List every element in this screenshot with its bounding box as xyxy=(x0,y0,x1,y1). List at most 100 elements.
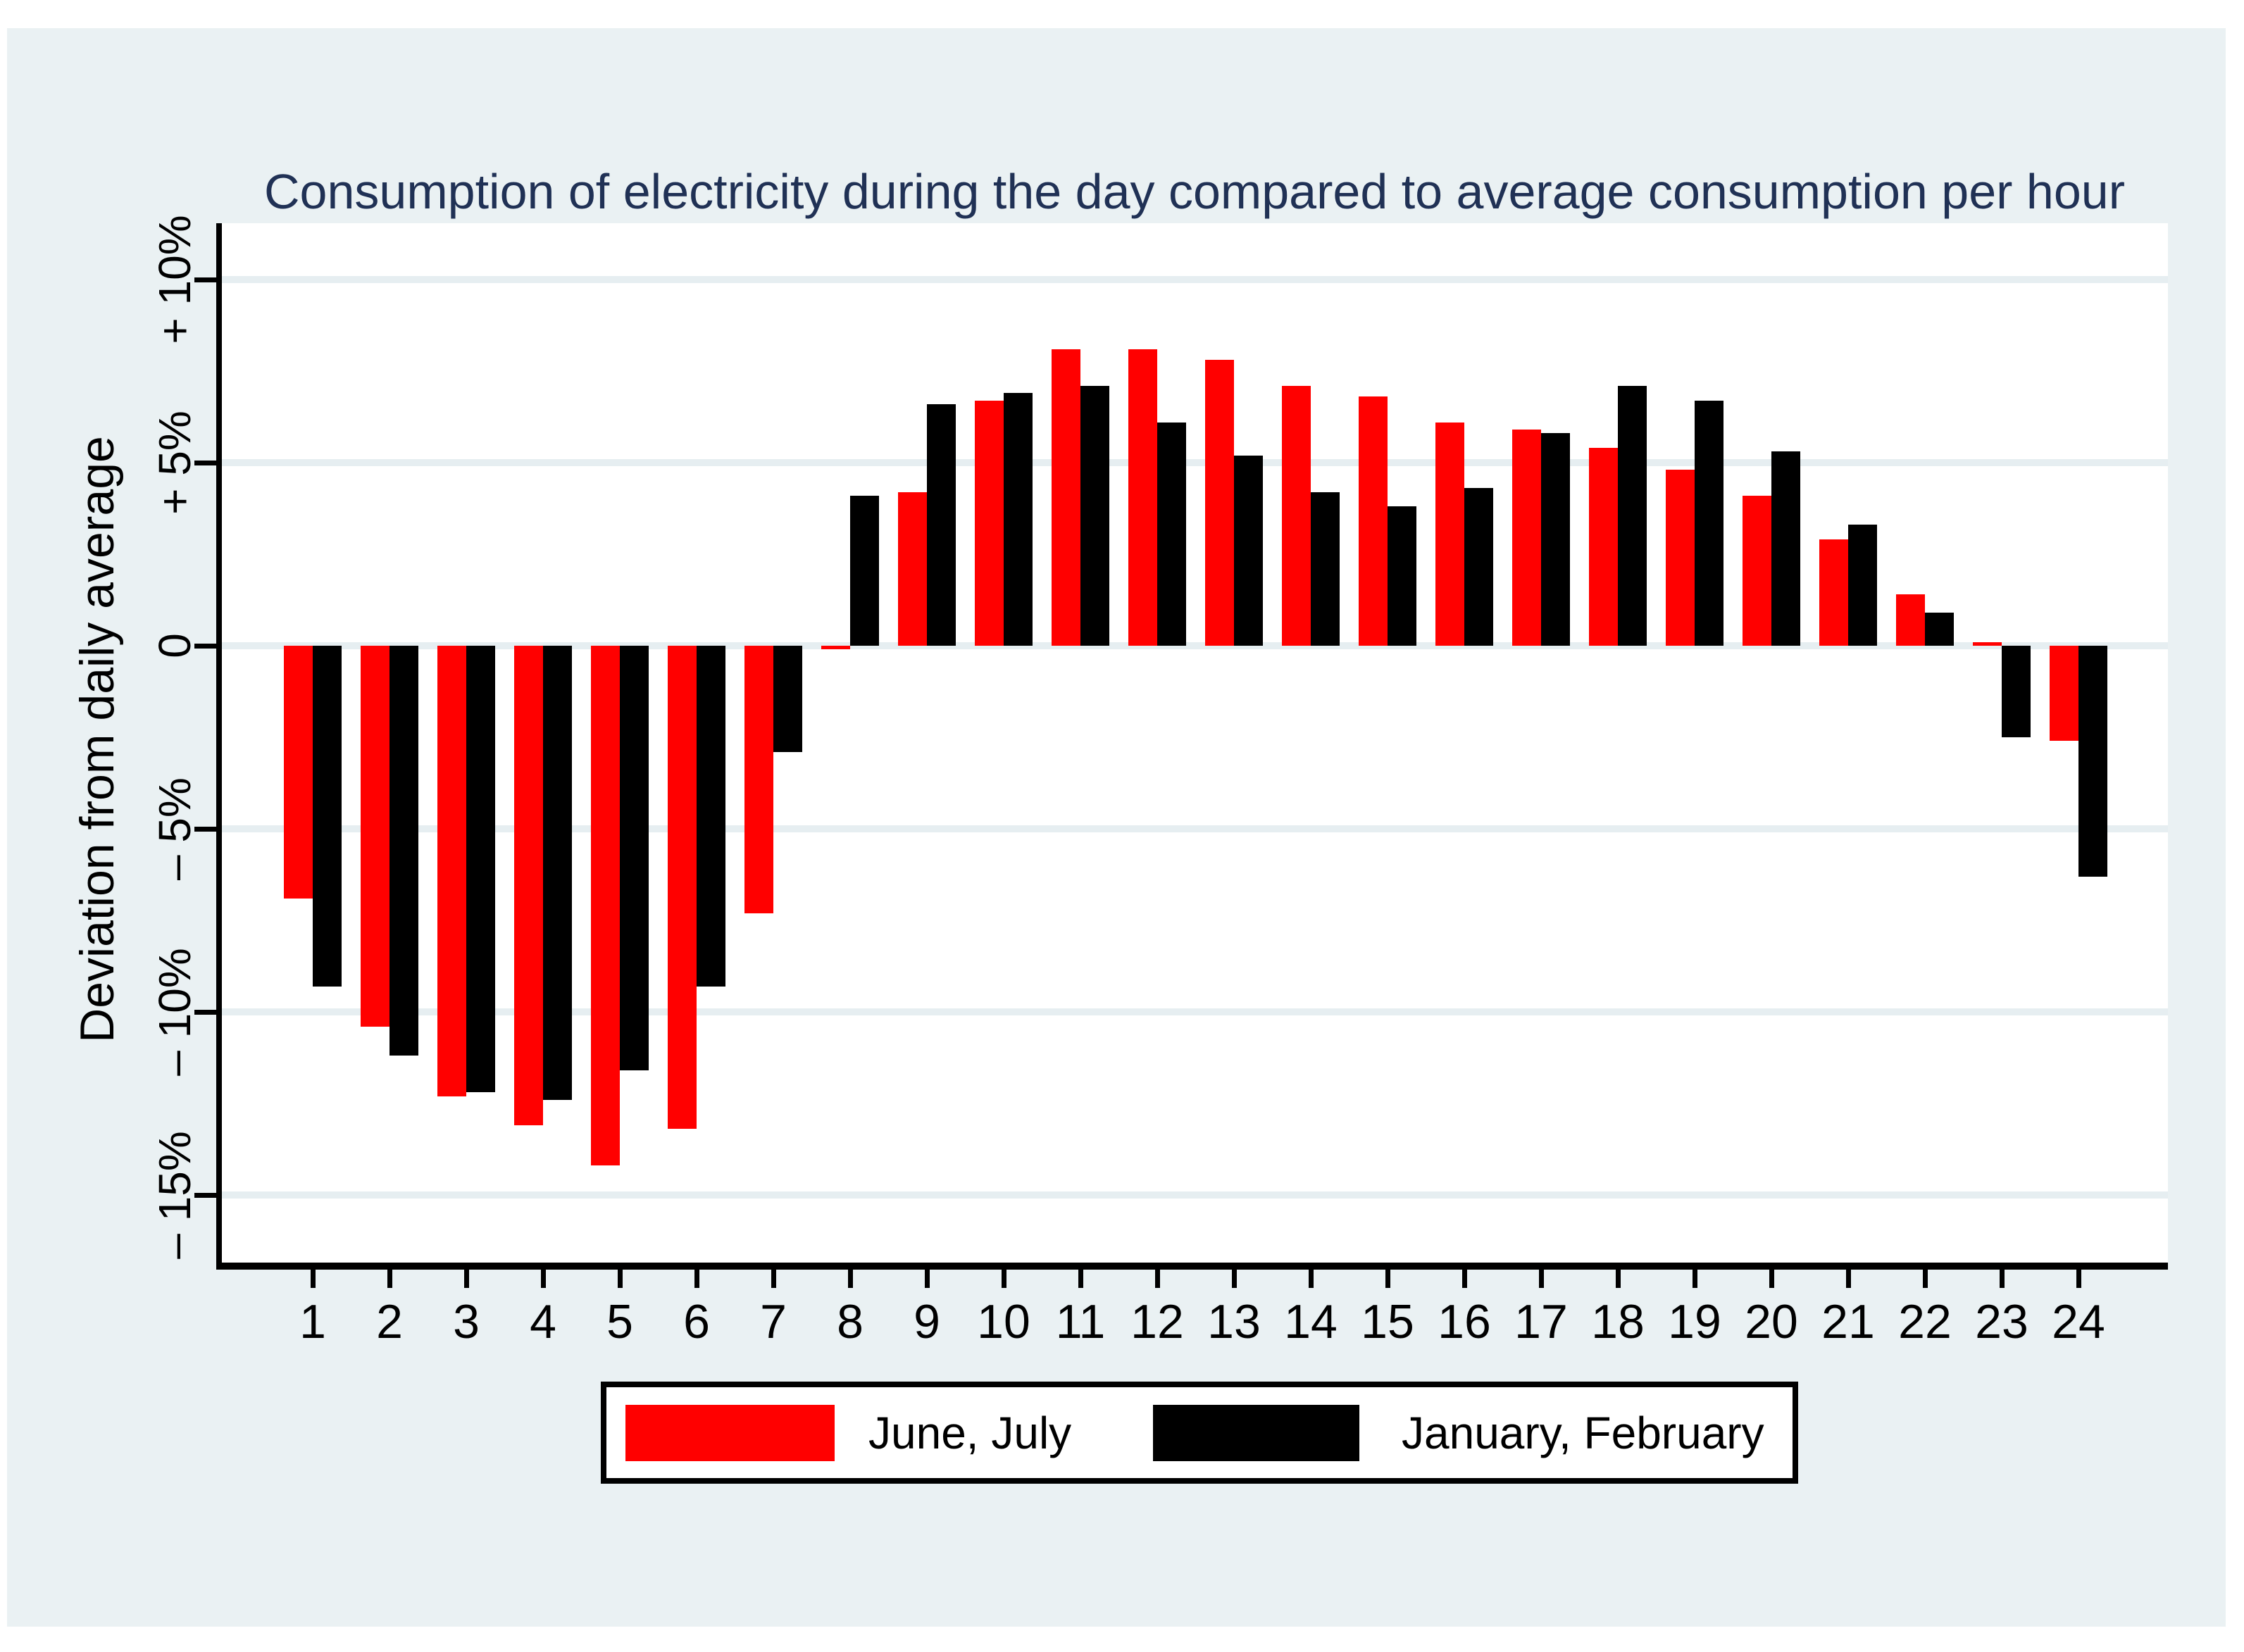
x-tick-13 xyxy=(1232,1270,1237,1288)
x-tick-label-21: 21 xyxy=(1821,1295,1875,1348)
bar-january-february-hour-16 xyxy=(1464,488,1493,646)
x-tick-label-16: 16 xyxy=(1438,1295,1491,1348)
x-tick-8 xyxy=(848,1270,853,1288)
x-tick-label-17: 17 xyxy=(1514,1295,1568,1348)
bar-january-february-hour-8 xyxy=(850,496,879,646)
bar-june-july-hour-8 xyxy=(821,646,850,649)
bar-june-july-hour-11 xyxy=(1052,349,1080,646)
legend-label-june-july: June, July xyxy=(868,1407,1072,1458)
x-tick-label-15: 15 xyxy=(1361,1295,1414,1348)
x-tick-label-19: 19 xyxy=(1668,1295,1721,1348)
x-tick-label-2: 2 xyxy=(376,1295,403,1348)
bar-january-february-hour-19 xyxy=(1695,401,1723,646)
x-tick-label-8: 8 xyxy=(837,1295,864,1348)
x-tick-19 xyxy=(1693,1270,1697,1288)
y-tick-label-10: + 10% xyxy=(149,215,200,344)
y-tick-label--5: – 5% xyxy=(149,777,200,880)
bar-june-july-hour-4 xyxy=(514,646,543,1125)
bar-january-february-hour-14 xyxy=(1311,492,1340,646)
bar-january-february-hour-15 xyxy=(1388,506,1416,646)
y-tick-10 xyxy=(194,277,217,282)
x-tick-label-20: 20 xyxy=(1745,1295,1798,1348)
x-tick-23 xyxy=(2000,1270,2005,1288)
gridline--15 xyxy=(222,1191,2168,1199)
graph-area: Consumption of electricity during the da… xyxy=(7,28,2226,1627)
x-tick-3 xyxy=(464,1270,469,1288)
y-tick--15 xyxy=(194,1193,217,1198)
x-tick-label-4: 4 xyxy=(530,1295,556,1348)
bar-june-july-hour-7 xyxy=(744,646,773,913)
x-tick-label-1: 1 xyxy=(299,1295,326,1348)
x-tick-label-10: 10 xyxy=(977,1295,1030,1348)
legend-swatch-january-february xyxy=(1153,1404,1359,1461)
bar-january-february-hour-9 xyxy=(927,404,956,646)
y-tick--10 xyxy=(194,1010,217,1015)
x-tick-7 xyxy=(771,1270,776,1288)
y-axis-line xyxy=(216,223,222,1270)
bar-june-july-hour-16 xyxy=(1435,423,1464,646)
gridline-5 xyxy=(222,459,2168,466)
x-tick-16 xyxy=(1462,1270,1467,1288)
bar-june-july-hour-24 xyxy=(2050,646,2078,741)
bar-january-february-hour-12 xyxy=(1157,423,1186,646)
bar-june-july-hour-18 xyxy=(1589,448,1618,646)
bar-june-july-hour-6 xyxy=(668,646,697,1129)
x-tick-5 xyxy=(618,1270,623,1288)
x-tick-label-13: 13 xyxy=(1207,1295,1261,1348)
x-tick-21 xyxy=(1846,1270,1851,1288)
x-tick-label-24: 24 xyxy=(2052,1295,2105,1348)
x-tick-label-14: 14 xyxy=(1284,1295,1338,1348)
bar-january-february-hour-10 xyxy=(1004,393,1033,646)
bar-january-february-hour-6 xyxy=(697,646,725,987)
x-tick-14 xyxy=(1309,1270,1314,1288)
plot-area xyxy=(222,223,2168,1263)
x-tick-label-3: 3 xyxy=(453,1295,480,1348)
bar-june-july-hour-9 xyxy=(898,492,927,646)
bar-january-february-hour-22 xyxy=(1925,613,1954,646)
x-tick-2 xyxy=(387,1270,392,1288)
y-tick-0 xyxy=(194,644,217,649)
bar-june-july-hour-5 xyxy=(591,646,620,1165)
bar-january-february-hour-20 xyxy=(1771,451,1800,646)
y-tick--5 xyxy=(194,827,217,832)
y-axis-title: Deviation from daily average xyxy=(70,436,124,1043)
x-tick-24 xyxy=(2076,1270,2081,1288)
legend-label-january-february: January, February xyxy=(1402,1407,1764,1458)
bar-june-july-hour-21 xyxy=(1819,539,1848,646)
bar-june-july-hour-13 xyxy=(1205,360,1234,646)
x-axis-line xyxy=(216,1263,2168,1270)
legend: June, July January, February xyxy=(601,1382,1798,1484)
bar-june-july-hour-20 xyxy=(1743,496,1771,646)
y-tick-label-5: + 5% xyxy=(149,411,200,515)
legend-swatch-june-july xyxy=(625,1404,835,1461)
bar-january-february-hour-24 xyxy=(2078,646,2107,877)
x-tick-15 xyxy=(1385,1270,1390,1288)
bar-january-february-hour-18 xyxy=(1618,386,1647,646)
bar-june-july-hour-2 xyxy=(361,646,389,1027)
bar-june-july-hour-14 xyxy=(1282,386,1311,646)
x-tick-4 xyxy=(541,1270,546,1288)
x-tick-label-22: 22 xyxy=(1898,1295,1952,1348)
x-tick-12 xyxy=(1155,1270,1160,1288)
x-tick-18 xyxy=(1616,1270,1621,1288)
bar-june-july-hour-15 xyxy=(1359,396,1388,646)
bar-january-february-hour-2 xyxy=(389,646,418,1056)
y-tick-5 xyxy=(194,461,217,465)
x-tick-label-6: 6 xyxy=(683,1295,710,1348)
gridline--5 xyxy=(222,825,2168,832)
bar-january-february-hour-21 xyxy=(1848,525,1877,646)
x-tick-label-12: 12 xyxy=(1130,1295,1184,1348)
bar-january-february-hour-11 xyxy=(1080,386,1109,646)
x-tick-10 xyxy=(1002,1270,1006,1288)
x-tick-11 xyxy=(1078,1270,1083,1288)
x-tick-22 xyxy=(1923,1270,1928,1288)
bar-january-february-hour-23 xyxy=(2002,646,2031,737)
x-tick-label-9: 9 xyxy=(914,1295,940,1348)
x-tick-17 xyxy=(1539,1270,1544,1288)
bar-january-february-hour-4 xyxy=(543,646,572,1100)
bar-january-february-hour-7 xyxy=(773,646,802,752)
bar-june-july-hour-17 xyxy=(1512,430,1541,646)
x-tick-label-23: 23 xyxy=(1975,1295,2028,1348)
bar-june-july-hour-10 xyxy=(975,401,1004,646)
x-tick-label-18: 18 xyxy=(1591,1295,1645,1348)
